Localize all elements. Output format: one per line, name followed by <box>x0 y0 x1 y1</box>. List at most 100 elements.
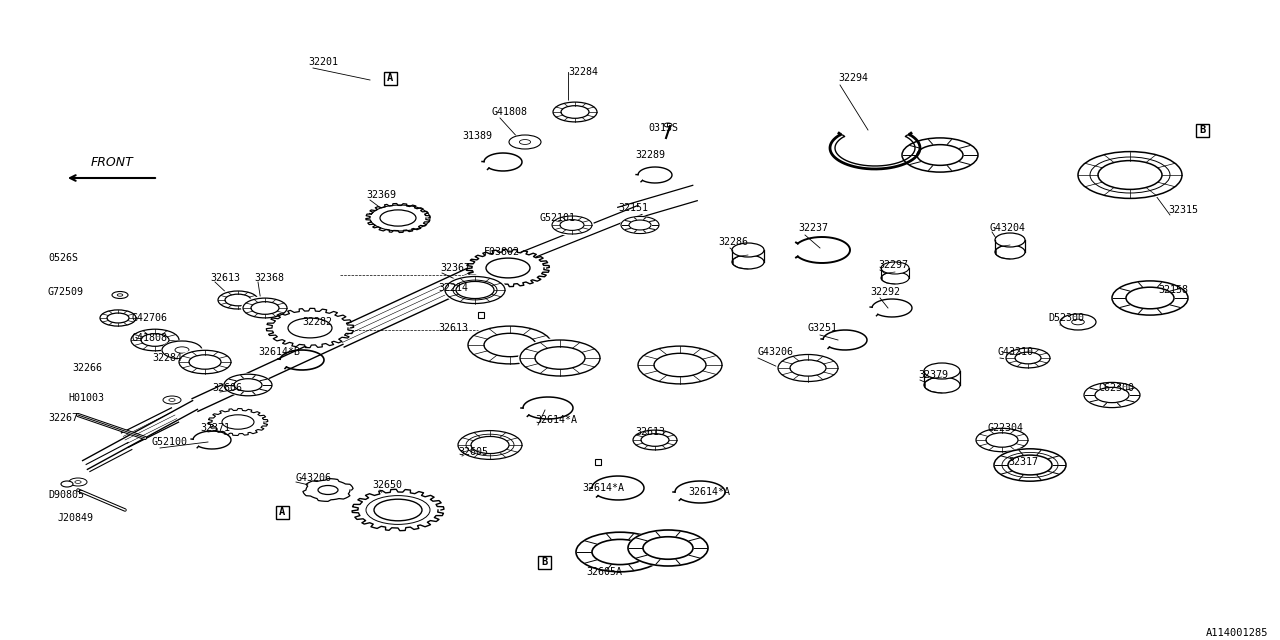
Text: B: B <box>1199 125 1206 135</box>
Ellipse shape <box>1004 346 1052 370</box>
Ellipse shape <box>271 310 349 346</box>
Text: FRONT: FRONT <box>91 156 133 168</box>
Text: G42706: G42706 <box>132 313 168 323</box>
Text: D90805: D90805 <box>49 490 84 500</box>
Ellipse shape <box>471 251 545 285</box>
Text: 32605: 32605 <box>458 447 488 457</box>
Ellipse shape <box>636 344 724 386</box>
Text: 32315: 32315 <box>1169 205 1198 215</box>
Text: 32613: 32613 <box>438 323 468 333</box>
FancyBboxPatch shape <box>1196 124 1208 136</box>
Ellipse shape <box>995 233 1025 247</box>
Text: 32317: 32317 <box>1009 457 1038 467</box>
Text: G41808: G41808 <box>492 107 529 117</box>
Text: 32606: 32606 <box>212 383 242 393</box>
Text: G52101: G52101 <box>540 213 576 223</box>
Text: G43204: G43204 <box>989 223 1027 233</box>
Ellipse shape <box>99 308 138 328</box>
Text: 32267: 32267 <box>49 413 78 423</box>
Ellipse shape <box>443 275 507 305</box>
Ellipse shape <box>1059 313 1097 331</box>
Text: 32284: 32284 <box>152 353 182 363</box>
Text: 32369: 32369 <box>366 190 396 200</box>
Text: 32368: 32368 <box>253 273 284 283</box>
Text: 32650: 32650 <box>372 480 402 490</box>
Ellipse shape <box>550 214 594 236</box>
Ellipse shape <box>241 296 289 320</box>
Ellipse shape <box>466 324 554 366</box>
Ellipse shape <box>129 327 180 353</box>
Text: A114001285: A114001285 <box>1206 628 1268 638</box>
Ellipse shape <box>627 529 709 567</box>
Text: 32614*B: 32614*B <box>259 347 300 357</box>
Ellipse shape <box>68 477 88 487</box>
Text: 32201: 32201 <box>308 57 338 67</box>
Ellipse shape <box>881 262 909 274</box>
Text: G3251: G3251 <box>808 323 838 333</box>
Text: 32286: 32286 <box>718 237 748 247</box>
Text: 32379: 32379 <box>918 370 948 380</box>
Text: 31389: 31389 <box>462 131 492 141</box>
Text: 32371: 32371 <box>200 423 230 433</box>
Text: 32614*A: 32614*A <box>689 487 730 497</box>
Ellipse shape <box>550 100 599 124</box>
Ellipse shape <box>732 255 764 269</box>
Ellipse shape <box>357 491 439 529</box>
Ellipse shape <box>177 348 233 376</box>
Ellipse shape <box>901 137 979 173</box>
Ellipse shape <box>924 363 960 379</box>
Text: G22304: G22304 <box>988 423 1024 433</box>
Ellipse shape <box>161 340 204 360</box>
Text: A: A <box>387 73 393 83</box>
Text: G43210: G43210 <box>998 347 1034 357</box>
Ellipse shape <box>732 243 764 257</box>
Text: 32292: 32292 <box>870 287 900 297</box>
Text: 32613: 32613 <box>635 427 666 437</box>
Text: 32614*A: 32614*A <box>582 483 625 493</box>
Text: 32297: 32297 <box>878 260 908 270</box>
Ellipse shape <box>1076 150 1184 200</box>
Text: 32282: 32282 <box>302 317 332 327</box>
Text: D52300: D52300 <box>1048 313 1084 323</box>
Ellipse shape <box>456 429 524 461</box>
FancyBboxPatch shape <box>384 72 397 84</box>
Text: H01003: H01003 <box>68 393 104 403</box>
Text: G41808: G41808 <box>132 333 168 343</box>
Text: 32237: 32237 <box>797 223 828 233</box>
Ellipse shape <box>1083 381 1140 408</box>
Ellipse shape <box>924 377 960 393</box>
Text: 32294: 32294 <box>838 73 868 83</box>
Text: B: B <box>541 557 547 567</box>
Ellipse shape <box>995 245 1025 259</box>
FancyBboxPatch shape <box>538 556 550 568</box>
Ellipse shape <box>305 479 351 501</box>
Ellipse shape <box>211 410 265 435</box>
Text: A: A <box>279 507 285 517</box>
Ellipse shape <box>575 531 666 573</box>
Ellipse shape <box>620 216 660 234</box>
Text: 32266: 32266 <box>72 363 102 373</box>
Ellipse shape <box>993 448 1068 482</box>
Ellipse shape <box>631 428 678 452</box>
Text: C62300: C62300 <box>1098 383 1134 393</box>
Ellipse shape <box>974 426 1030 454</box>
Ellipse shape <box>776 353 840 383</box>
Text: G43206: G43206 <box>296 473 332 483</box>
Text: J20849: J20849 <box>58 513 93 523</box>
Text: 32151: 32151 <box>618 203 648 213</box>
Text: 32613: 32613 <box>210 273 241 283</box>
Ellipse shape <box>163 395 182 405</box>
Ellipse shape <box>508 134 541 150</box>
Ellipse shape <box>111 291 129 300</box>
Ellipse shape <box>216 289 260 311</box>
Text: 32367: 32367 <box>440 263 470 273</box>
Ellipse shape <box>61 481 73 487</box>
Text: 32614*A: 32614*A <box>535 415 577 425</box>
Text: 32158: 32158 <box>1158 285 1188 295</box>
Bar <box>477 312 484 318</box>
Text: 32605A: 32605A <box>586 567 622 577</box>
FancyBboxPatch shape <box>275 506 288 518</box>
Text: 32289: 32289 <box>635 150 666 160</box>
Ellipse shape <box>223 373 273 397</box>
Text: 32284: 32284 <box>568 67 598 77</box>
